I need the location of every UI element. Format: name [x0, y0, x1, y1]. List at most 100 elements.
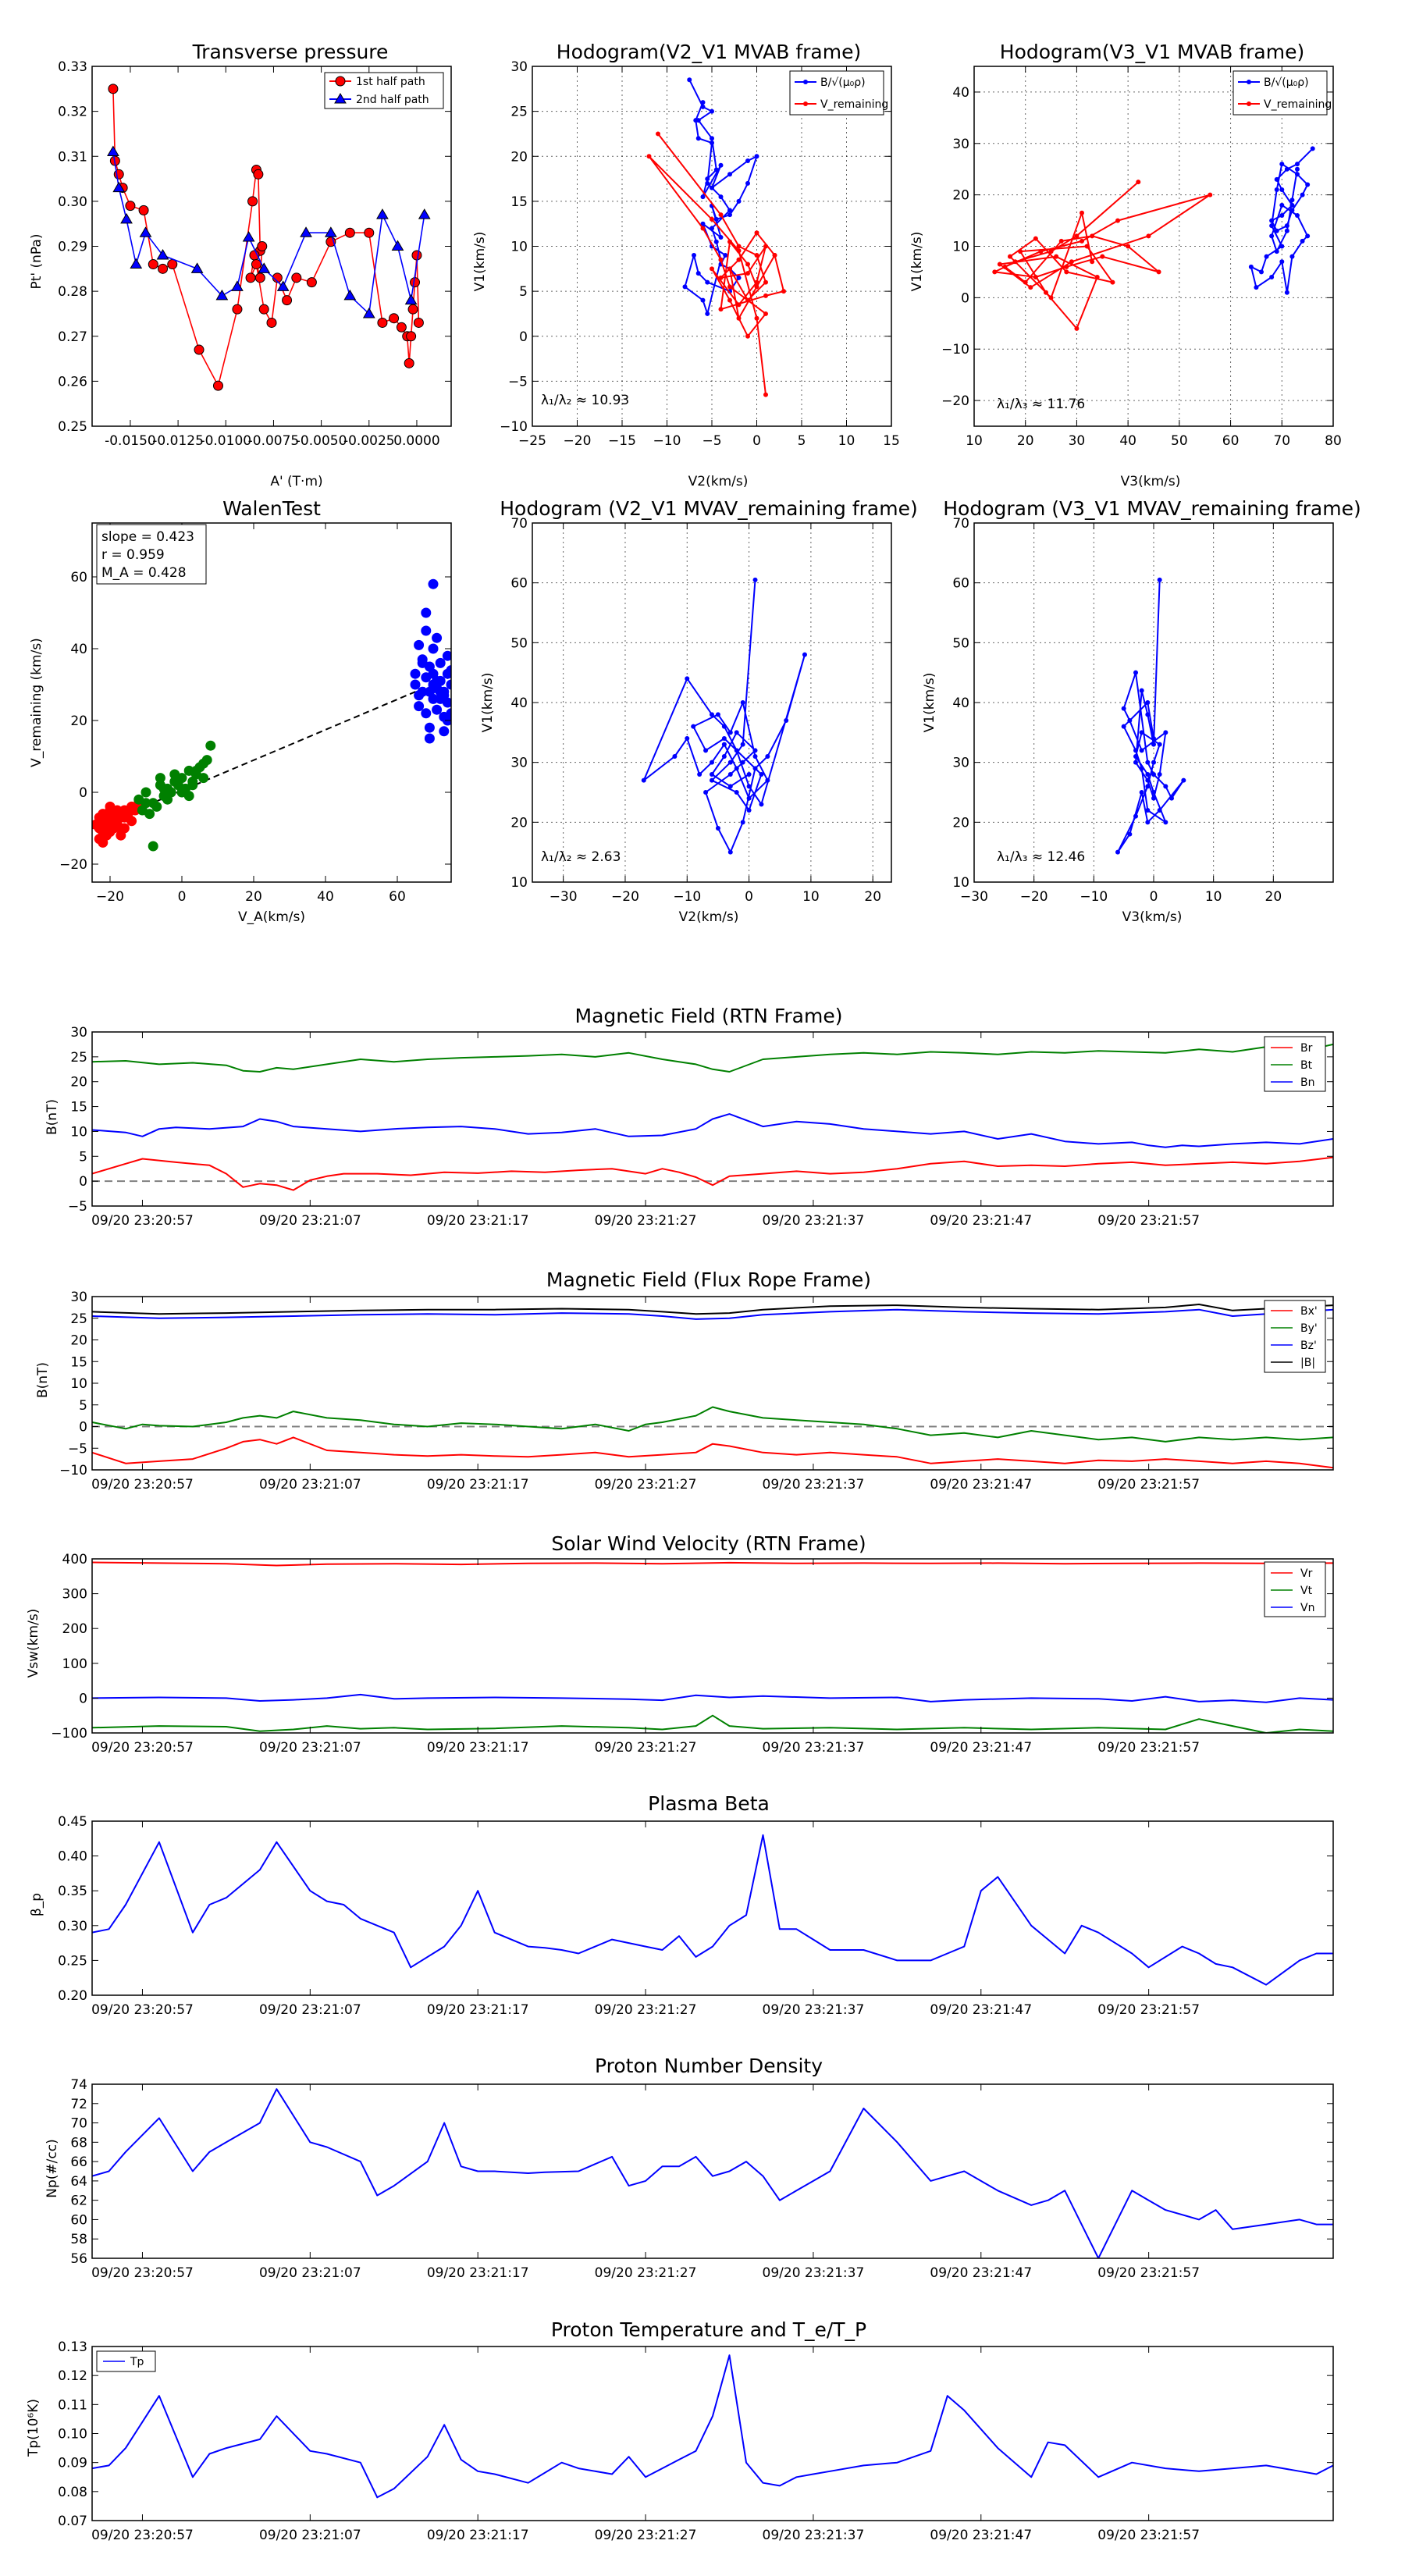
x-tick-label: 60 — [389, 889, 406, 905]
series-hodogram-marker — [752, 754, 758, 759]
series-b-marker — [713, 167, 719, 173]
x-tick-label: 0 — [178, 889, 187, 905]
series-v-remaining-marker — [1064, 264, 1069, 269]
series-blue-point — [428, 643, 439, 654]
y-tick-label: 0.10 — [58, 2427, 87, 2443]
series-v-remaining-marker — [1058, 238, 1064, 244]
y-axis-label: B(nT) — [44, 1099, 60, 1135]
y-tick-label: −20 — [941, 393, 969, 409]
legend-label-1st-half: 1st half path — [356, 76, 425, 88]
series-v-remaining-marker — [1080, 238, 1084, 244]
x-tick-label: 10 — [966, 433, 983, 449]
x-tick-label: −30 — [960, 889, 988, 905]
y-axis-label: B(nT) — [35, 1362, 51, 1398]
series-v-remaining-marker — [700, 226, 706, 231]
x-axis-label: V_A(km/s) — [238, 909, 305, 925]
series-blue-point — [410, 668, 421, 679]
series-2nd-half-path-marker — [130, 258, 143, 269]
series-b-marker — [700, 104, 706, 109]
series-1st-half-path-marker — [282, 295, 293, 306]
series-b-marker — [682, 284, 688, 290]
stats-box: slope = 0.423 r = 0.959 M_A = 0.428 — [96, 524, 207, 585]
y-axis-label: V1(km/s) — [480, 673, 496, 733]
series-1st-half-path-line — [112, 88, 420, 386]
series-b-marker — [1279, 202, 1285, 208]
series-b-marker — [1254, 285, 1259, 290]
x-tick-label: 50 — [1171, 433, 1188, 449]
series-green-point — [183, 791, 194, 802]
series-hodogram-marker — [1151, 772, 1156, 777]
series-blue-point — [439, 726, 450, 737]
chart-title: Hodogram(V2_V1 MVAB frame) — [557, 41, 861, 63]
series-2nd-half-path-marker — [300, 226, 312, 237]
series-1st-half-path-marker — [138, 205, 149, 215]
series-v-remaining-marker — [992, 269, 998, 275]
x-tick-label: −20 — [564, 433, 592, 449]
series-v-remaining-marker — [1156, 269, 1161, 275]
series-v-remaining-marker — [1074, 233, 1080, 239]
series-hodogram-marker — [1145, 777, 1151, 783]
x-tick-label: −10 — [1080, 889, 1108, 905]
x-tick-label: 09/20 23:21:47 — [930, 2528, 1032, 2543]
series-green-point — [169, 769, 180, 780]
y-tick-label: 15 — [510, 194, 528, 210]
y-tick-label: −5 — [508, 374, 528, 390]
y-tick-label: 66 — [70, 2154, 87, 2170]
y-tick-label: 100 — [62, 1656, 87, 1672]
series-v-remaining-marker — [727, 239, 732, 244]
series-b-marker — [1289, 208, 1295, 213]
x-tick-label: 09/20 23:21:27 — [595, 2528, 697, 2543]
series-1st-half-path-marker — [232, 304, 243, 315]
series-1st-half-path-marker — [396, 322, 407, 333]
legend-label-bmag: |B| — [1300, 1357, 1315, 1369]
series-v-remaining-marker — [1126, 244, 1131, 249]
series-hodogram-marker — [715, 826, 720, 831]
series-b-marker — [687, 77, 692, 83]
legend: Vr Vt Vn — [1264, 1561, 1326, 1617]
x-tick-label: 40 — [1119, 433, 1136, 449]
series-v-remaining-marker — [1069, 259, 1074, 265]
series-hodogram-marker — [703, 790, 709, 795]
x-tick-label: −15 — [608, 433, 636, 449]
series-red-point — [105, 809, 116, 820]
series-v-remaining-marker — [754, 253, 759, 258]
chart-p7-marks: 09/20 23:20:57 09/20 23:21:07 09/20 23:21:… — [68, 1025, 1334, 1229]
series-blue-point — [428, 683, 439, 694]
series-hodogram-marker — [1145, 772, 1151, 777]
y-tick-label: 0 — [79, 1174, 87, 1190]
series-blue-point — [414, 639, 425, 650]
series-b-marker — [710, 140, 714, 145]
series-hodogram-marker — [746, 808, 752, 813]
panel-hodogram-v2-v1-mvav: Hodogram (V2_V1 MVAV_remaining frame) V2… — [480, 497, 918, 925]
legend: 1st half path 2nd half path — [324, 72, 444, 109]
y-tick-label: 60 — [510, 576, 528, 592]
series-hodogram-marker — [765, 754, 770, 759]
x-tick-label: 09/20 23:21:57 — [1097, 2265, 1200, 2281]
series-b-marker — [710, 185, 714, 190]
series-hodogram-marker — [740, 700, 745, 705]
series-hodogram-marker — [721, 754, 727, 759]
series-hodogram-marker — [1157, 742, 1162, 747]
series-b-marker — [692, 253, 696, 258]
legend-label-tp: Tp — [130, 2356, 144, 2368]
series-v-remaining-marker — [736, 315, 742, 321]
series-bt-line — [92, 1043, 1333, 1073]
chart-title: Hodogram(V3_V1 MVAB frame) — [1000, 41, 1304, 63]
series-b-marker — [718, 162, 724, 168]
series-v-remaining-marker — [1094, 275, 1100, 280]
y-tick-label: 20 — [952, 815, 969, 831]
series-2nd-half-path-marker — [190, 262, 204, 273]
series-b-marker — [700, 100, 706, 105]
series-tp-line — [92, 2354, 1333, 2499]
series-v-remaining-marker — [763, 244, 768, 249]
y-axis-label: Vsw(km/s) — [26, 1609, 41, 1678]
series-green-point — [155, 773, 165, 784]
x-axis-label: V3(km/s) — [1122, 909, 1183, 925]
panel-hodogram-v3-v1-mvab: Hodogram(V3_V1 MVAB frame) V3(km/s) V1(k… — [909, 41, 1332, 489]
x-tick-label: 09/20 23:21:07 — [259, 1477, 361, 1493]
legend-label-b: B/√(μ₀ρ) — [1264, 76, 1309, 89]
stats-slope: slope = 0.423 — [101, 529, 194, 545]
series-hodogram-marker — [784, 718, 789, 723]
legend-label-br: Br — [1300, 1042, 1313, 1055]
